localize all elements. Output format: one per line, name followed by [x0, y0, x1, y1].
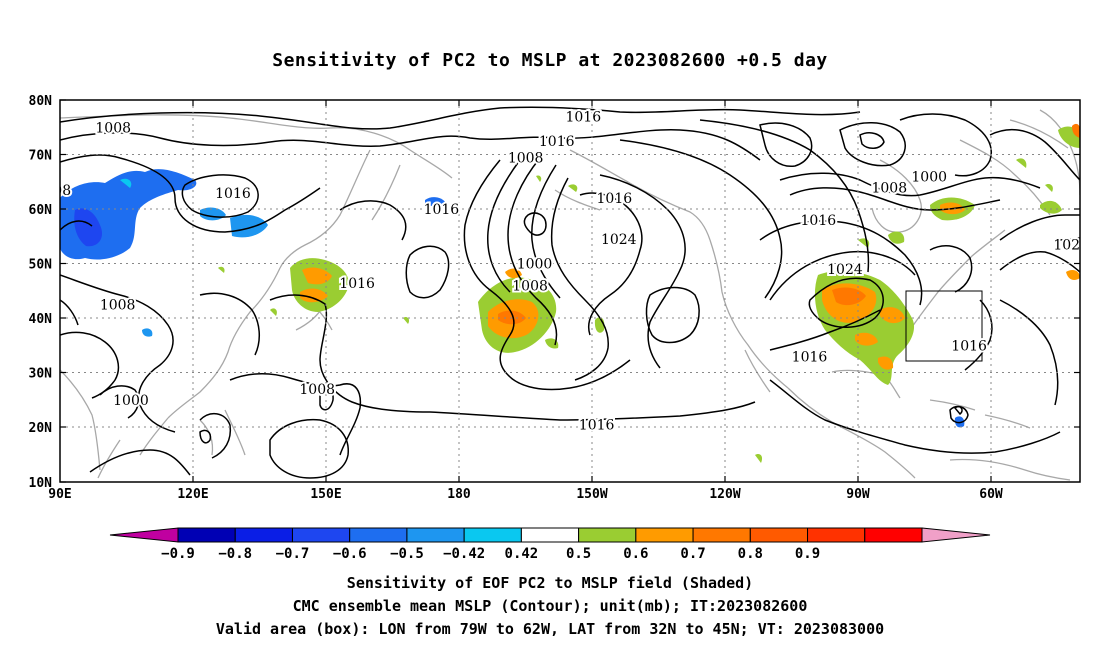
lon-label: 90W [846, 487, 870, 502]
colorbar-cell [520, 527, 580, 543]
contour-label: 1016 [565, 109, 601, 125]
contour-label: 1000 [113, 393, 149, 409]
colorbar-cell [807, 527, 866, 543]
coastlines [60, 109, 1080, 481]
contour-label: 1008 [508, 150, 544, 166]
colorbar-tick-label: −0.5 [390, 546, 424, 562]
colorbar-cell [578, 527, 637, 543]
colorbar-cell [749, 527, 809, 543]
contour-label: 1016 [215, 186, 251, 202]
caption-line-1: Sensitivity of EOF PC2 to MSLP field (Sh… [346, 574, 754, 592]
map-gridlines [60, 100, 1080, 482]
colorbar-cell [463, 527, 522, 543]
colorbar-tick-label: −0.8 [218, 546, 252, 562]
negative-sensitivity-shading [60, 169, 965, 428]
lat-label: 20N [29, 421, 53, 436]
contour-label: 1016 [792, 349, 828, 365]
colorbar-cell [234, 527, 293, 543]
contour-label: 1024 [827, 262, 863, 278]
contour-label: 1008 [512, 279, 548, 295]
lat-label: 70N [29, 149, 53, 164]
colorbar-tick-label: −0.9 [161, 546, 195, 562]
colorbar-tick-label: 0.42 [505, 546, 539, 562]
contour-label: 1008 [871, 180, 907, 196]
lat-label: 80N [29, 94, 53, 109]
longitude-labels: 90E 120E 150E 180 150W 120W 90W 60W [48, 487, 1003, 502]
map-frame [59, 99, 1081, 483]
contour-labels: 1016101610081016102410001008101610161008… [53, 107, 1080, 435]
contour-label: 08 [53, 183, 71, 199]
colorbar-tick-label: −0.6 [333, 546, 367, 562]
contour-label: 1000 [517, 257, 553, 273]
plot-title: Sensitivity of PC2 to MSLP at 2023082600… [272, 50, 828, 71]
colorbar-tick-label: −0.7 [276, 546, 310, 562]
colorbar-tick-label: 0.7 [680, 546, 705, 562]
contour-label: 1024 [601, 232, 637, 248]
valid-area-box [905, 290, 983, 362]
contour-label: 1016 [801, 213, 837, 229]
contour-label: 102 [1053, 238, 1080, 254]
contour-label: 1016 [579, 418, 615, 434]
colorbar-cell [349, 527, 408, 543]
contour-label: 1008 [100, 298, 136, 314]
lat-label: 60N [29, 203, 53, 218]
mslp-contours [60, 106, 1080, 479]
contour-label: 1016 [424, 202, 460, 218]
colorbar-tick-label: 0.9 [795, 546, 820, 562]
colorbar: −0.9 −0.8 −0.7 −0.6 −0.5 −0.42 0.42 0.5 0.6 0.7 0.… [109, 527, 991, 562]
axis-ticks [60, 99, 1080, 483]
lat-label: 40N [29, 312, 53, 327]
contour-label: 1008 [299, 382, 335, 398]
lon-label: 120E [177, 487, 208, 502]
lat-label: 10N [29, 476, 53, 491]
lon-label: 180 [447, 487, 471, 502]
colorbar-tick-label: 0.6 [623, 546, 648, 562]
colorbar-cell [291, 527, 351, 543]
latitude-labels: 80N 70N 60N 50N 40N 30N 20N 10N [29, 94, 53, 491]
contour-label: 1016 [539, 134, 575, 150]
caption-line-2: CMC ensemble mean MSLP (Contour); unit(m… [292, 597, 808, 615]
colorbar-tick-label: 0.5 [566, 546, 591, 562]
caption-line-3: Valid area (box): LON from 79W to 62W, L… [215, 620, 885, 638]
colorbar-cell [692, 527, 751, 543]
contour-label: 1016 [597, 191, 633, 207]
colorbar-cell [406, 527, 465, 543]
contour-label: 1016 [339, 276, 375, 292]
colorbar-cell [864, 527, 923, 543]
contour-label: 1008 [95, 120, 131, 136]
contour-label: 1000 [911, 169, 947, 185]
colorbar-high-extension [921, 527, 991, 543]
lon-label: 120W [709, 487, 740, 502]
colorbar-cell [177, 527, 236, 543]
lon-label: 60W [979, 487, 1003, 502]
colorbar-tick-label: 0.8 [738, 546, 763, 562]
lon-label: 150E [310, 487, 341, 502]
lon-label: 90E [48, 487, 71, 502]
lat-label: 30N [29, 367, 53, 382]
lon-label: 150W [576, 487, 607, 502]
colorbar-tick-label: −0.42 [443, 546, 485, 562]
contour-label: 1016 [951, 339, 987, 355]
colorbar-low-extension [109, 527, 179, 543]
colorbar-cell [635, 527, 694, 543]
lat-label: 50N [29, 258, 53, 273]
